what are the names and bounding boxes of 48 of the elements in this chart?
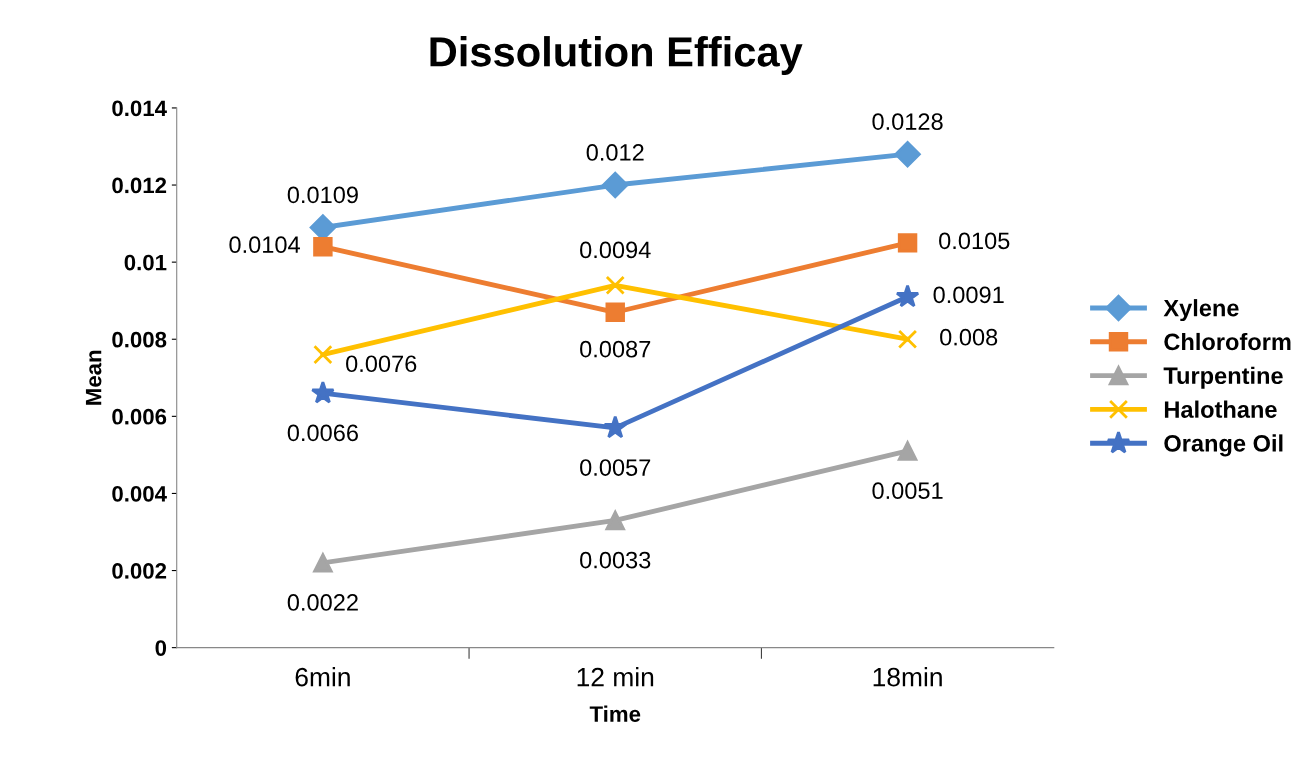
data-label: 0.0066 [287,424,358,442]
data-label: 0.0104 [229,236,300,254]
data-label: 0.0128 [872,113,943,130]
point [605,275,625,295]
point [313,344,333,365]
data-label: 0.0087 [580,340,651,358]
data-label: 0.0022 [287,594,358,611]
data-label: 0.0033 [580,551,651,569]
point [897,233,918,253]
data-label: 0.0051 [872,482,943,500]
legend-label: Xylene [1163,299,1239,322]
x-tick-label: 12 min [577,667,654,687]
data-label: 0.0109 [287,186,358,204]
legend-label: Chloroform [1164,332,1291,351]
y-tick-label: 0 [155,640,167,656]
point [313,237,333,257]
y-tick-label: 0.004 [112,485,167,502]
y-tick-label: 0.01 [124,254,167,271]
point [894,141,921,168]
y-tick-label: 0.012 [112,177,167,194]
point [605,302,625,322]
y-tick-label: 0.002 [112,563,167,579]
data-label: 0.0105 [939,232,1010,250]
data-label: 0.0076 [346,355,417,373]
y-tick-label: 0.008 [112,331,167,348]
y-tick-label: 0.006 [112,408,167,425]
point [313,553,333,573]
data-label: 0.0057 [580,459,651,476]
y-tick-label: 0.014 [112,100,167,117]
point [897,329,918,349]
point [602,171,629,199]
x-tick-label: 18min [873,667,942,687]
point [895,284,920,308]
point [310,380,335,404]
data-label: 0.0091 [933,286,1004,304]
data-label: 0.008 [940,328,998,346]
legend-label: Halothane [1164,400,1277,418]
point [605,510,625,531]
x-axis-title: Time [589,705,641,722]
x-tick-label: 6min [295,667,350,687]
data-label: 0.012 [586,144,644,161]
legend-label: Orange Oil [1164,434,1283,457]
legend-label: Turpentine [1163,366,1283,389]
data-label: 0.0094 [580,241,651,259]
chart-title: Dissolution Efficay [430,36,803,75]
y-axis-title: Mean [85,350,102,405]
point [897,441,918,461]
point [603,415,628,439]
